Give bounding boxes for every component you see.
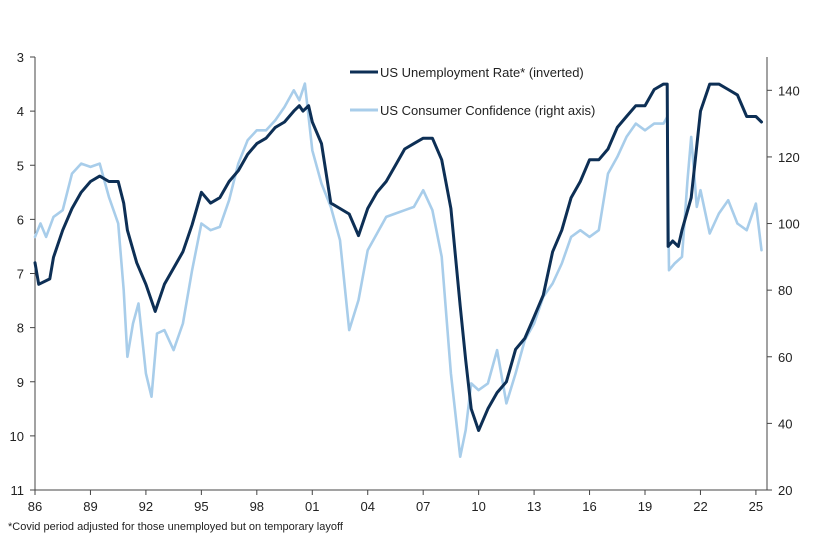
x-tick-label: 86 bbox=[28, 499, 42, 514]
legend-label: US Consumer Confidence (right axis) bbox=[380, 103, 595, 118]
series-line-unemployment bbox=[33, 82, 763, 432]
y-left-tick-label: 4 bbox=[17, 104, 24, 119]
x-tick-label: 98 bbox=[250, 499, 264, 514]
x-tick-label: 13 bbox=[527, 499, 541, 514]
y-right-tick-label: 60 bbox=[778, 350, 792, 365]
y-left-tick-label: 11 bbox=[11, 483, 25, 498]
x-tick-label: 01 bbox=[305, 499, 319, 514]
y-left-tick-label: 6 bbox=[17, 212, 24, 227]
y-left-tick-label: 7 bbox=[17, 267, 24, 282]
x-tick-label: 19 bbox=[638, 499, 652, 514]
x-tick-label: 89 bbox=[83, 499, 97, 514]
x-tick-label: 25 bbox=[749, 499, 763, 514]
y-right-tick-label: 120 bbox=[778, 150, 800, 165]
x-tick-label: 22 bbox=[693, 499, 707, 514]
y-right-tick-label: 20 bbox=[778, 483, 792, 498]
legend-label: US Unemployment Rate* (inverted) bbox=[380, 65, 584, 80]
y-right-tick-label: 140 bbox=[778, 83, 800, 98]
y-left-tick-label: 8 bbox=[17, 321, 24, 336]
x-tick-label: 10 bbox=[471, 499, 485, 514]
y-right-tick-label: 100 bbox=[778, 217, 800, 232]
y-right-tick-label: 80 bbox=[778, 283, 792, 298]
x-tick-label: 16 bbox=[582, 499, 596, 514]
x-tick-label: 92 bbox=[139, 499, 153, 514]
series-layer bbox=[33, 82, 763, 458]
series-line-consumer-confidence bbox=[33, 82, 763, 458]
x-tick-label: 95 bbox=[194, 499, 208, 514]
legend: US Unemployment Rate* (inverted) US Consu… bbox=[350, 65, 595, 118]
y-left-tick-label: 9 bbox=[17, 375, 24, 390]
y-left-tick-label: 5 bbox=[17, 158, 24, 173]
y-left-tick-label: 3 bbox=[17, 50, 24, 65]
footnote: *Covid period adjusted for those unemplo… bbox=[8, 521, 343, 533]
y-right-tick-label: 40 bbox=[778, 416, 792, 431]
x-tick-label: 07 bbox=[416, 499, 430, 514]
x-tick-label: 04 bbox=[360, 499, 374, 514]
y-left-tick-label: 10 bbox=[10, 429, 24, 444]
